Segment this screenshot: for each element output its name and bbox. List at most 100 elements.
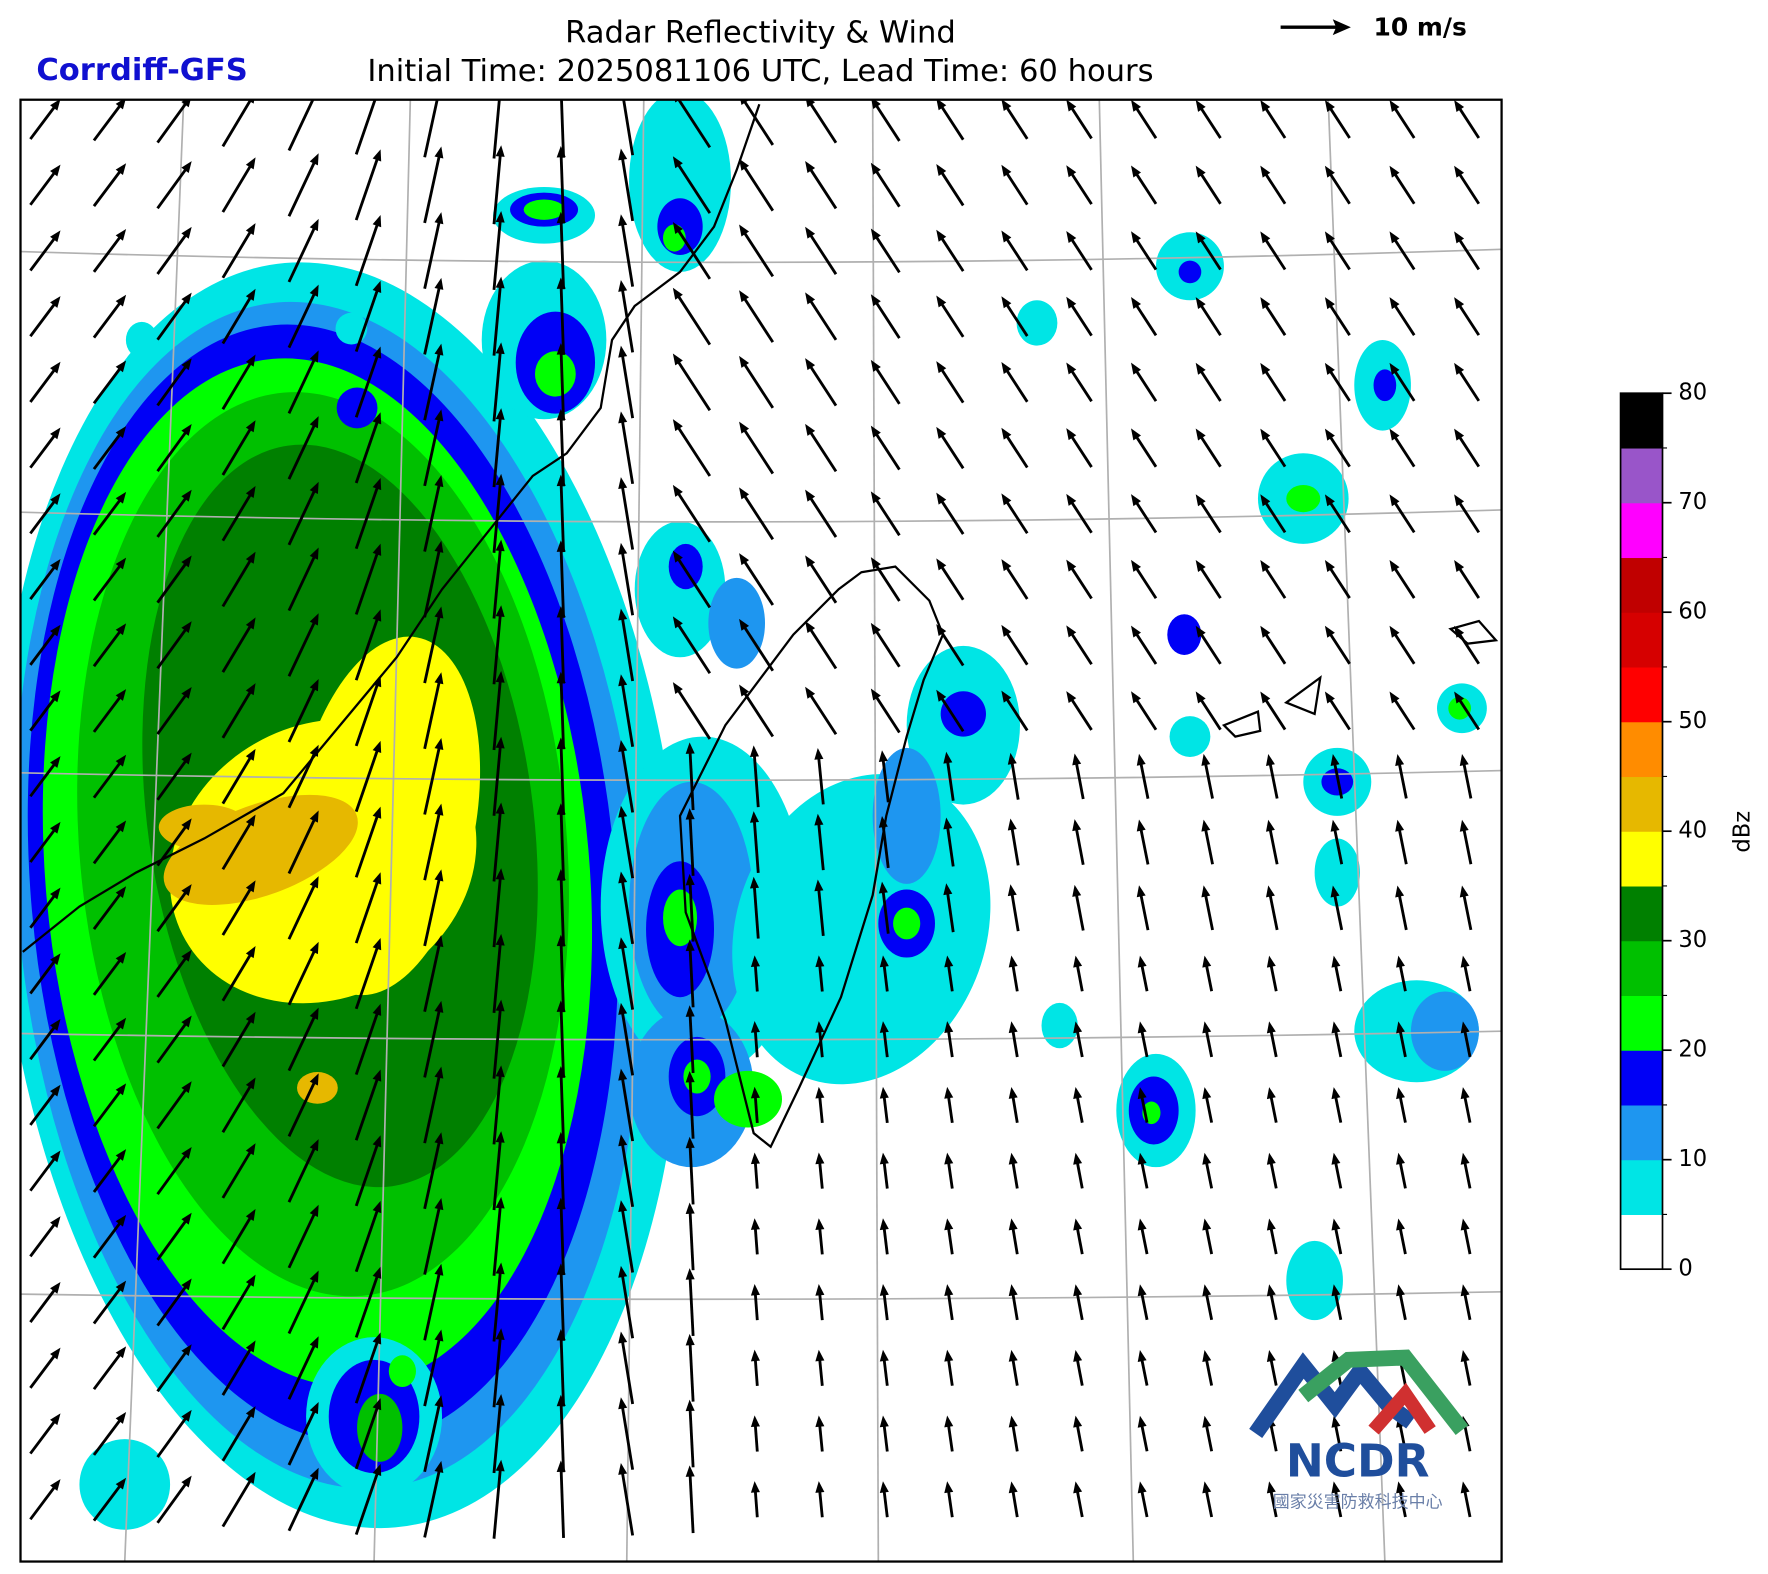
wind-arrow-head bbox=[944, 1349, 954, 1362]
wind-arrow-head bbox=[1195, 559, 1206, 572]
wind-arrow-shaft bbox=[492, 283, 502, 356]
wind-arrow-head bbox=[685, 1333, 695, 1346]
wind-arrow-head bbox=[1330, 753, 1340, 766]
wind-arrow-head bbox=[1324, 165, 1335, 178]
wind-arrow-head bbox=[1007, 752, 1017, 765]
colorbar-label: dBz bbox=[1729, 811, 1755, 853]
wind-arrow-shaft bbox=[354, 1206, 380, 1273]
wind-arrow-shaft bbox=[354, 746, 380, 813]
reflectivity-area bbox=[668, 543, 703, 590]
wind-arrow-head bbox=[1460, 1284, 1470, 1297]
reflectivity-area bbox=[1448, 696, 1471, 720]
wind-arrow-shaft bbox=[620, 1009, 635, 1076]
wind-arrow-head bbox=[309, 613, 319, 626]
wind-arrow-head bbox=[1324, 99, 1335, 112]
wind-arrow-shaft bbox=[1392, 302, 1416, 336]
wind-arrow-shaft bbox=[818, 961, 824, 992]
wind-arrow-shaft bbox=[1138, 760, 1150, 799]
wind-arrow-head bbox=[1454, 691, 1465, 704]
wind-arrow-head bbox=[50, 1084, 61, 1097]
wind-arrow-shaft bbox=[29, 892, 58, 929]
wind-arrow-head bbox=[115, 820, 127, 833]
wind-arrow-shaft bbox=[1074, 825, 1085, 866]
wind-arrow-shaft bbox=[620, 286, 635, 353]
wind-arrow-head bbox=[495, 1459, 505, 1472]
wind-arrow-shaft bbox=[1333, 1422, 1343, 1452]
wind-arrow-head bbox=[1201, 753, 1211, 766]
wind-arrow-head bbox=[309, 941, 319, 955]
wind-arrow-shaft bbox=[741, 426, 775, 475]
wind-arrow-head bbox=[1195, 297, 1206, 310]
wind-arrow-head bbox=[1260, 231, 1271, 244]
wind-arrow-shaft bbox=[946, 1290, 954, 1321]
wind-arrow-shaft bbox=[221, 622, 254, 673]
wind-arrow-shaft bbox=[882, 961, 889, 992]
wind-arrow-shaft bbox=[873, 364, 901, 405]
wind-arrow-head bbox=[115, 228, 127, 241]
wind-arrow-head bbox=[815, 1349, 825, 1362]
wind-arrow-head bbox=[115, 426, 127, 438]
wind-arrow-head bbox=[1260, 691, 1271, 704]
wind-arrow-head bbox=[750, 1086, 760, 1099]
wind-arrow-head bbox=[870, 162, 881, 175]
colorbar-tick-label: 10 bbox=[1678, 1146, 1707, 1172]
wind-arrow-shaft bbox=[492, 611, 502, 685]
wind-arrow-shaft bbox=[221, 1279, 254, 1331]
wind-arrow-shaft bbox=[92, 1482, 124, 1522]
wind-arrow-head bbox=[50, 493, 61, 506]
wind-arrow-head bbox=[1195, 625, 1206, 638]
reflectivity-area bbox=[1373, 369, 1397, 402]
wind-arrow-head bbox=[309, 1401, 319, 1415]
wind-arrow-shaft bbox=[156, 1085, 189, 1130]
wind-arrow-head bbox=[50, 427, 61, 440]
wind-arrow-head bbox=[749, 811, 760, 823]
wind-arrow-head bbox=[1008, 1152, 1018, 1165]
wind-arrow-head bbox=[245, 748, 256, 761]
wind-arrow-head bbox=[618, 1331, 628, 1344]
wind-arrow-head bbox=[50, 164, 61, 177]
wind-arrow-shaft bbox=[741, 163, 775, 212]
wind-arrow-shaft bbox=[1075, 1290, 1084, 1321]
wind-arrow-head bbox=[1331, 1021, 1341, 1034]
wind-arrow-head bbox=[1066, 428, 1077, 441]
wind-arrow-shaft bbox=[741, 295, 775, 343]
wind-arrow-shaft bbox=[1139, 1159, 1149, 1189]
wind-arrow-head bbox=[309, 481, 319, 495]
wind-arrow-head bbox=[372, 280, 382, 293]
wind-arrow-head bbox=[50, 230, 61, 243]
reflectivity-area bbox=[1178, 260, 1202, 284]
wind-arrow-shaft bbox=[156, 1480, 189, 1524]
wind-arrow-head bbox=[245, 1208, 256, 1221]
wind-arrow-shaft bbox=[1010, 890, 1020, 932]
wind-arrow-head bbox=[1007, 818, 1017, 831]
wind-arrow-head bbox=[556, 934, 566, 947]
wind-arrow-shaft bbox=[287, 1473, 318, 1532]
wind-arrow-shaft bbox=[287, 421, 318, 480]
wind-arrow-shaft bbox=[221, 1148, 254, 1199]
wind-arrow-shaft bbox=[1456, 499, 1480, 534]
wind-arrow-shaft bbox=[688, 1274, 695, 1336]
wind-arrow-head bbox=[309, 679, 319, 692]
wind-arrow-head bbox=[309, 810, 319, 823]
wind-arrow-shaft bbox=[675, 621, 712, 674]
wind-arrow-head bbox=[672, 156, 683, 169]
wind-arrow-shaft bbox=[29, 1352, 58, 1389]
wind-arrow-shaft bbox=[882, 1093, 889, 1124]
wind-arrow-head bbox=[1008, 1021, 1018, 1034]
wind-arrow-shaft bbox=[156, 494, 189, 538]
wind-arrow-head bbox=[245, 288, 256, 301]
wind-arrow-head bbox=[1454, 297, 1465, 310]
wind-arrow-shaft bbox=[1398, 962, 1407, 992]
wind-arrow-head bbox=[1136, 819, 1146, 832]
wind-arrow-shaft bbox=[1203, 760, 1214, 799]
reflectivity-area bbox=[663, 889, 698, 947]
wind-arrow-shaft bbox=[1456, 170, 1480, 205]
wind-arrow-shaft bbox=[1139, 1290, 1149, 1321]
wind-arrow-shaft bbox=[1392, 499, 1416, 534]
wind-arrow-head bbox=[495, 999, 505, 1012]
wind-arrow-shaft bbox=[354, 418, 380, 484]
wind-arrow-head bbox=[672, 419, 683, 432]
wind-arrow-head bbox=[115, 1083, 127, 1096]
wind-arrow-head bbox=[309, 218, 319, 232]
wind-arrow-head bbox=[814, 813, 824, 826]
